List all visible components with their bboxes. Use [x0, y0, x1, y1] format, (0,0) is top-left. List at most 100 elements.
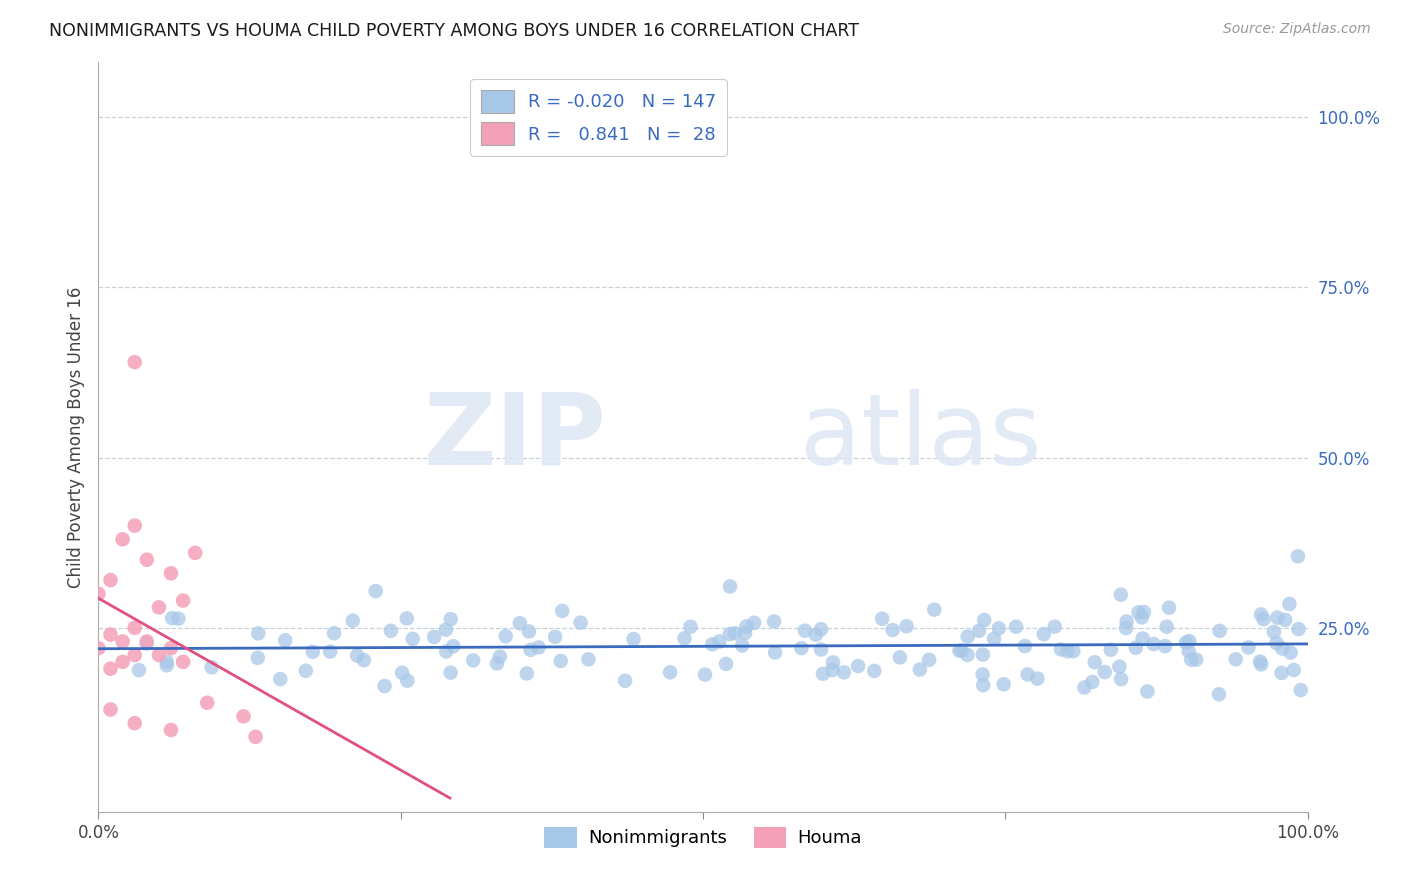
Point: [519, 642, 541, 657]
Point: [987, 621, 1010, 635]
Point: [693, 667, 716, 681]
Point: [956, 648, 979, 662]
Point: [423, 630, 446, 644]
Point: [983, 632, 1005, 646]
Point: [673, 632, 696, 646]
Point: [184, 546, 207, 560]
Point: [396, 673, 419, 688]
Point: [1143, 637, 1166, 651]
Point: [247, 626, 270, 640]
Point: [201, 660, 224, 674]
Point: [100, 627, 122, 641]
Point: [434, 644, 457, 658]
Point: [659, 665, 682, 680]
Point: [441, 639, 464, 653]
Point: [734, 626, 756, 640]
Point: [246, 650, 269, 665]
Point: [1156, 620, 1178, 634]
Point: [87, 641, 110, 656]
Point: [614, 673, 637, 688]
Point: [763, 645, 786, 659]
Point: [1177, 644, 1199, 658]
Point: [1026, 672, 1049, 686]
Point: [160, 723, 183, 737]
Point: [353, 653, 375, 667]
Point: [1185, 652, 1208, 666]
Point: [346, 648, 368, 663]
Point: [1032, 627, 1054, 641]
Text: ZIP: ZIP: [423, 389, 606, 485]
Point: [111, 533, 134, 547]
Text: atlas: atlas: [800, 389, 1042, 485]
Point: [810, 622, 832, 636]
Point: [714, 657, 737, 671]
Point: [623, 632, 645, 646]
Point: [1178, 634, 1201, 648]
Point: [1282, 663, 1305, 677]
Point: [295, 664, 318, 678]
Point: [160, 611, 183, 625]
Point: [1125, 640, 1147, 655]
Point: [870, 612, 893, 626]
Point: [1084, 655, 1107, 669]
Point: [156, 658, 179, 673]
Point: [269, 672, 291, 686]
Point: [517, 624, 540, 639]
Point: [702, 637, 724, 651]
Point: [1225, 652, 1247, 666]
Point: [434, 623, 457, 637]
Point: [1108, 659, 1130, 673]
Point: [1050, 642, 1073, 657]
Point: [1005, 620, 1028, 634]
Point: [111, 655, 134, 669]
Point: [1278, 597, 1301, 611]
Point: [135, 636, 157, 650]
Point: [100, 662, 122, 676]
Point: [1056, 644, 1078, 658]
Point: [1099, 642, 1122, 657]
Point: [896, 619, 918, 633]
Point: [950, 643, 973, 657]
Point: [804, 628, 827, 642]
Point: [395, 611, 418, 625]
Point: [948, 643, 970, 657]
Point: [509, 616, 531, 631]
Point: [100, 573, 122, 587]
Point: [742, 615, 765, 630]
Point: [1274, 613, 1296, 627]
Point: [1157, 600, 1180, 615]
Point: [373, 679, 395, 693]
Point: [1289, 683, 1312, 698]
Point: [810, 642, 832, 657]
Point: [735, 619, 758, 633]
Point: [1286, 549, 1309, 564]
Point: [124, 355, 146, 369]
Point: [111, 634, 134, 648]
Point: [882, 623, 904, 637]
Point: [718, 627, 741, 641]
Point: [551, 604, 574, 618]
Point: [232, 709, 254, 723]
Point: [1265, 636, 1288, 650]
Point: [1128, 605, 1150, 619]
Point: [1130, 610, 1153, 624]
Point: [1081, 675, 1104, 690]
Point: [301, 645, 323, 659]
Point: [1263, 624, 1285, 639]
Point: [1271, 665, 1294, 680]
Point: [527, 640, 550, 655]
Point: [1288, 622, 1310, 636]
Point: [679, 620, 702, 634]
Point: [274, 633, 297, 648]
Point: [1279, 646, 1302, 660]
Point: [489, 649, 512, 664]
Point: [148, 600, 170, 615]
Point: [1250, 657, 1272, 672]
Point: [1253, 612, 1275, 626]
Point: [1017, 667, 1039, 681]
Point: [972, 667, 994, 681]
Point: [832, 665, 855, 680]
Point: [1136, 684, 1159, 698]
Point: [709, 634, 731, 648]
Point: [128, 663, 150, 677]
